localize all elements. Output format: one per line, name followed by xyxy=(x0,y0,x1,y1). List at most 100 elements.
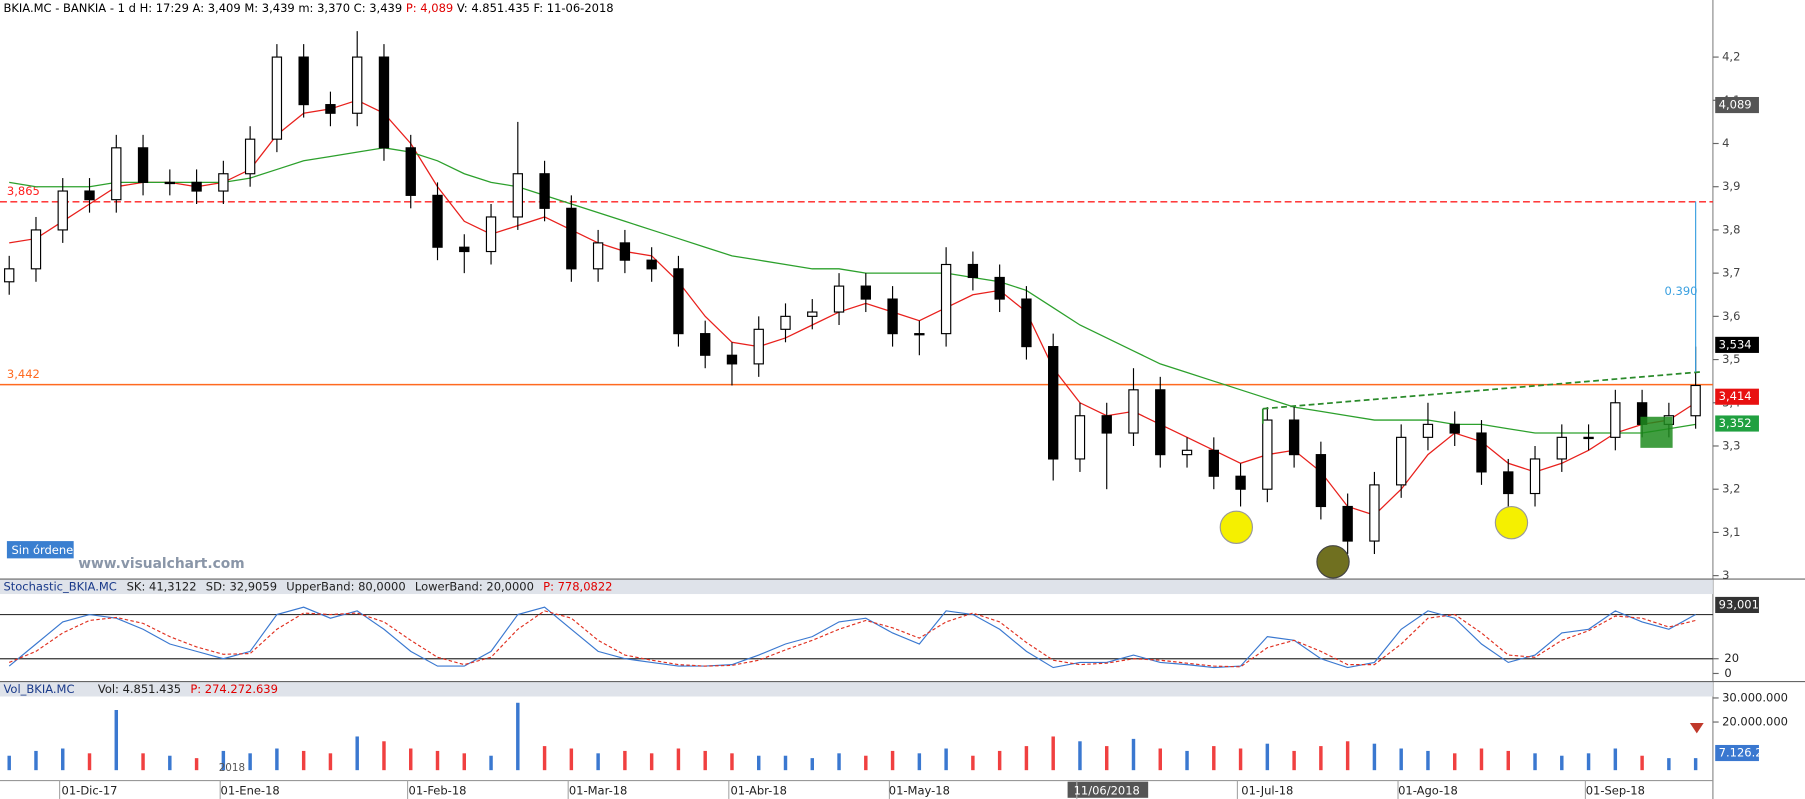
candle-body xyxy=(1235,475,1246,490)
y-tick-label: 20.000.000 xyxy=(1722,715,1788,729)
stochastic-line xyxy=(8,610,1696,668)
volume-bar xyxy=(997,750,1002,771)
volume-bar xyxy=(1426,750,1430,771)
volume-bar xyxy=(703,750,707,771)
volume-bar xyxy=(1265,743,1270,771)
candle-body xyxy=(914,333,925,336)
candle-body xyxy=(646,259,657,270)
highlight-circle xyxy=(1316,545,1350,579)
panel-stat: UpperBand: 80,0000 xyxy=(286,580,405,594)
candle-body xyxy=(1610,402,1621,438)
y-tick-label: 3,3 xyxy=(1722,438,1740,452)
header-field: M: 3,439 xyxy=(244,1,294,15)
price-tag-label: 93,001 xyxy=(1719,597,1759,611)
candle-body xyxy=(539,173,550,209)
volume-bar xyxy=(1292,750,1296,771)
candle-body xyxy=(378,56,390,149)
volume-bar xyxy=(1212,746,1216,771)
candle-body xyxy=(673,268,684,335)
volume-bar xyxy=(1640,755,1644,771)
candle-body xyxy=(84,190,95,201)
y-tick-label: 4,2 xyxy=(1722,50,1740,64)
candle-body xyxy=(967,263,979,279)
volume-bar xyxy=(1613,748,1618,771)
y-tick-label: 3,2 xyxy=(1722,482,1740,496)
volume-bar xyxy=(1078,741,1082,771)
volume-bar xyxy=(1105,746,1109,771)
x-tick-label: 01-Dic-17 xyxy=(62,783,118,797)
x-tick-label: 01-Sep-18 xyxy=(1586,783,1645,797)
highlight-circle xyxy=(1219,510,1254,544)
volume-bar xyxy=(890,750,895,771)
panel-stat: SD: 32,9059 xyxy=(206,580,277,594)
candle-body xyxy=(807,311,818,317)
volume-bar xyxy=(1667,758,1671,771)
volume-bar xyxy=(1586,753,1591,771)
panel-title: Vol_BKIA.MC xyxy=(3,682,74,696)
volume-bar xyxy=(516,702,520,771)
price-tag-box xyxy=(1715,336,1759,353)
volume-bar xyxy=(275,748,279,771)
candle-body xyxy=(1048,346,1059,460)
volume-bar xyxy=(1452,753,1457,771)
header-field: P: 4,089 xyxy=(406,1,453,15)
price-tag-label: 3,352 xyxy=(1719,416,1752,430)
price-tag-label: 7.126.210 xyxy=(1719,746,1778,760)
price-tag-box xyxy=(1715,388,1759,405)
candle-body xyxy=(512,173,523,218)
price-tag-box xyxy=(1715,596,1759,614)
candle-body xyxy=(325,104,336,114)
candle-body xyxy=(994,276,1005,300)
y-tick-label: 3,9 xyxy=(1722,179,1740,193)
volume-bar xyxy=(328,753,333,771)
panel-stat: LowerBand: 20,0000 xyxy=(415,580,534,594)
volume-bar xyxy=(355,736,359,771)
candle-body xyxy=(1155,389,1166,456)
candle-body xyxy=(244,138,256,175)
candle-body xyxy=(753,328,764,365)
candle-body xyxy=(164,181,176,185)
status-badge xyxy=(6,541,74,559)
candle-body xyxy=(592,242,604,270)
volume-bar xyxy=(1319,746,1323,771)
y-tick-label: 3,7 xyxy=(1722,266,1740,280)
volume-bar xyxy=(971,755,975,771)
candle-body xyxy=(218,173,229,192)
candle-body xyxy=(1288,419,1300,456)
candle-body xyxy=(887,298,898,335)
candle-body xyxy=(860,285,871,300)
volume-bar xyxy=(221,750,226,771)
volume-bar xyxy=(301,750,306,771)
candle-body xyxy=(137,147,149,183)
candle-body xyxy=(940,263,952,335)
candle-body xyxy=(191,181,202,192)
volume-bar xyxy=(649,753,654,771)
candle-body xyxy=(1262,419,1273,490)
x-tick-label: 01-Jul-18 xyxy=(1241,783,1293,797)
panel-header xyxy=(0,681,1713,697)
candle-body xyxy=(1396,436,1407,486)
x-tick-label: 01-Mar-18 xyxy=(569,783,628,797)
price-tag-box xyxy=(1715,96,1759,114)
volume-bar xyxy=(730,753,734,771)
volume-bar xyxy=(409,748,413,771)
y-tick-label: 3,5 xyxy=(1722,352,1740,366)
y-tick-label: 3,8 xyxy=(1722,222,1740,236)
y-tick-label: 30.000.000 xyxy=(1722,690,1788,704)
candle-body xyxy=(30,229,42,270)
header-field: H: 17:29 xyxy=(140,1,189,15)
price-tag-label: 3,414 xyxy=(1719,389,1752,403)
candle-body xyxy=(1369,484,1380,542)
candle-body xyxy=(1021,298,1032,348)
volume-bar xyxy=(864,755,868,771)
price-tag-label: 3,534 xyxy=(1719,337,1752,351)
candle-body xyxy=(1181,449,1193,456)
volume-bar xyxy=(837,753,841,771)
year-label: 2018 xyxy=(219,762,245,774)
candle-body xyxy=(1342,505,1353,542)
y-tick-label: 0 xyxy=(1724,666,1731,680)
volume-bar xyxy=(489,755,493,771)
